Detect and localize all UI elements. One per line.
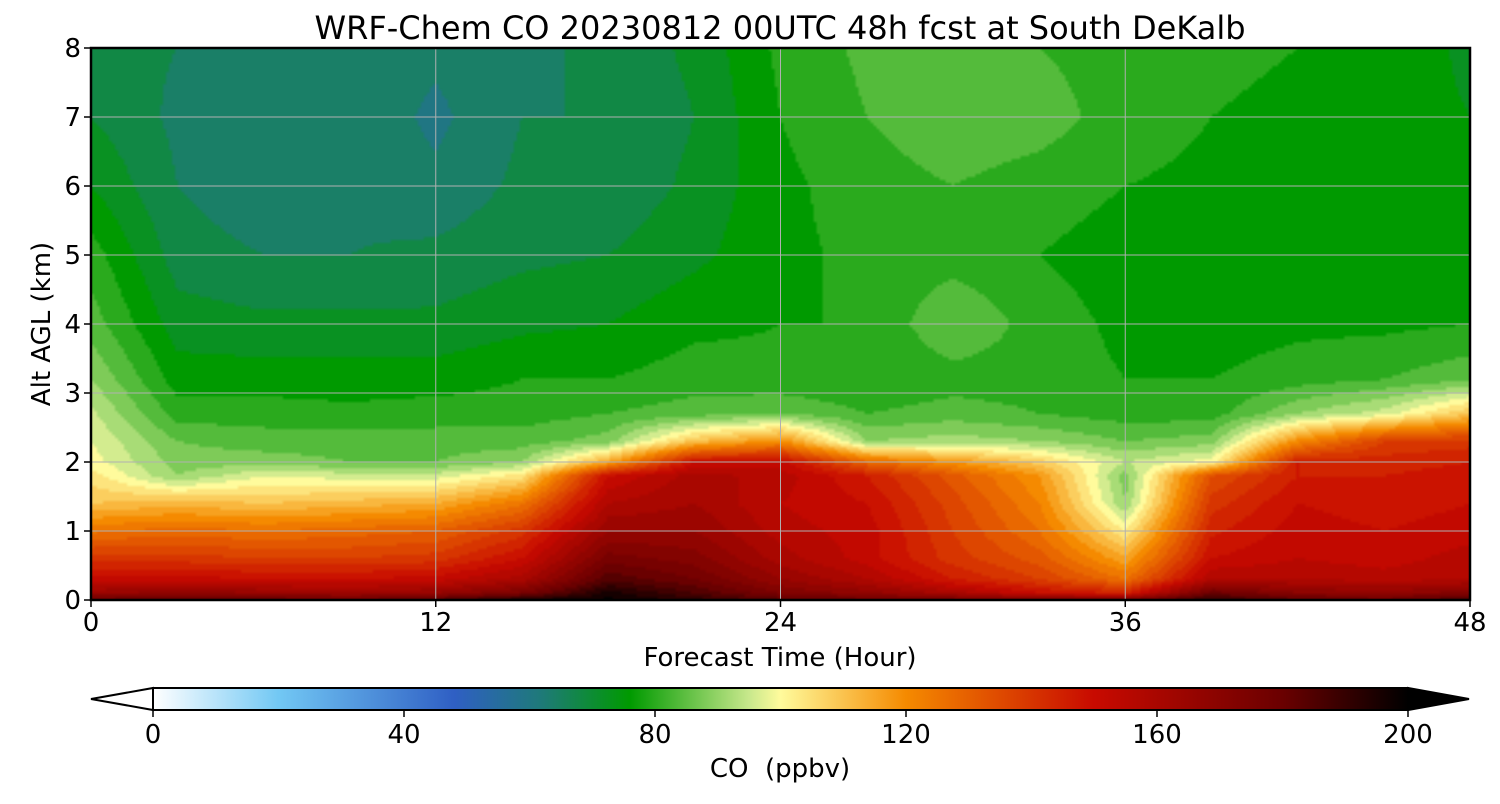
colorbar-tick-label: 160 <box>1132 720 1182 750</box>
y-axis-label: Alt AGL (km) <box>27 242 57 406</box>
y-tick-label: 6 <box>64 172 81 202</box>
y-tick-label: 0 <box>64 586 81 616</box>
colorbar-tick-label: 200 <box>1383 720 1433 750</box>
x-axis: 0 12 24 36 48 <box>83 600 1487 638</box>
y-tick-label: 2 <box>64 448 81 478</box>
y-tick-label: 3 <box>64 379 81 409</box>
colorbar-bar <box>152 687 1409 711</box>
x-axis-label: Forecast Time (Hour) <box>643 643 916 673</box>
colorbar-tick-label: 120 <box>881 720 931 750</box>
x-tick-label: 0 <box>83 608 100 638</box>
colorbar-tick-label: 80 <box>638 720 671 750</box>
y-tick-label: 5 <box>64 241 81 271</box>
y-tick-label: 1 <box>64 517 81 547</box>
x-tick-label: 12 <box>419 608 452 638</box>
chart-title: WRF-Chem CO 20230812 00UTC 48h fcst at S… <box>314 9 1245 47</box>
y-axis: 0 1 2 3 4 5 6 7 8 <box>64 34 91 616</box>
colorbar-extend-low <box>90 686 154 712</box>
colorbar: 0 40 80 120 160 200 CO (ppbv) <box>90 686 1470 784</box>
colorbar-tick-label: 0 <box>145 720 162 750</box>
colorbar-ticks: 0 40 80 120 160 200 <box>145 710 1433 750</box>
colorbar-extend-high <box>1407 686 1470 712</box>
x-tick-label: 24 <box>764 608 797 638</box>
colorbar-tick-label: 40 <box>387 720 420 750</box>
y-tick-label: 7 <box>64 103 81 133</box>
colorbar-label: CO (ppbv) <box>710 754 850 784</box>
x-tick-label: 48 <box>1453 608 1486 638</box>
y-tick-label: 8 <box>64 34 81 64</box>
y-tick-label: 4 <box>64 310 81 340</box>
x-tick-label: 36 <box>1109 608 1142 638</box>
